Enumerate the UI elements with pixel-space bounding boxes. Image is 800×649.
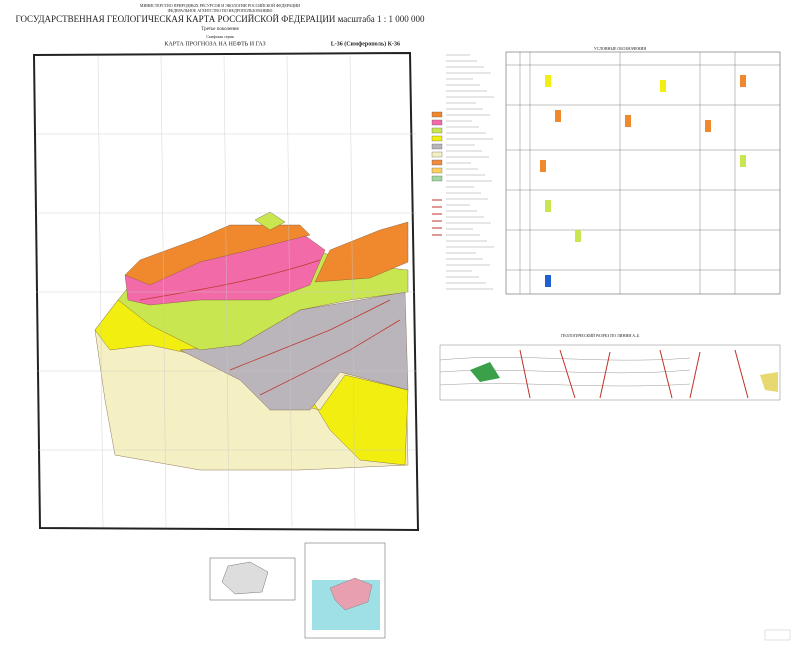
inset-area <box>221 561 269 595</box>
inset-land <box>329 577 373 611</box>
legend-swatch <box>431 119 443 126</box>
table-cell-color <box>740 75 746 87</box>
legend-swatch <box>431 159 443 166</box>
section-body <box>470 362 500 382</box>
fault <box>229 299 391 371</box>
table-cell-color <box>625 115 631 127</box>
table-frame <box>505 51 781 295</box>
meridian <box>286 55 293 528</box>
unit-orange-west <box>124 224 311 286</box>
table-cell-color <box>575 230 581 242</box>
sheet-title: ГОСУДАРСТВЕННАЯ ГЕОЛОГИЧЕСКАЯ КАРТА РОСС… <box>15 14 425 24</box>
stamp <box>764 629 791 641</box>
geology <box>94 211 409 471</box>
table-cell-color <box>660 80 666 92</box>
legend-swatch <box>431 175 443 182</box>
agency: ФЕДЕРАЛЬНОЕ АГЕНТСТВО ПО НЕДРОПОЛЬЗОВАНИ… <box>168 8 273 13</box>
section-title: ГЕОЛОГИЧЕСКИЙ РАЗРЕЗ ПО ЛИНИИ А–Б <box>561 333 641 338</box>
section-horizon <box>439 383 691 387</box>
meridian <box>223 55 230 528</box>
table-cell-color <box>545 275 551 287</box>
table-cell-color <box>540 160 546 172</box>
table-title: УСЛОВНЫЕ ОБОЗНАЧЕНИЯ <box>594 46 647 51</box>
meridian <box>160 55 167 528</box>
legend-swatch <box>431 151 443 158</box>
sheet-number: L-36 (Симферополь) К-36 <box>331 40 400 47</box>
meridian <box>97 55 104 528</box>
section <box>439 344 781 401</box>
fault <box>259 319 401 396</box>
section-horizon <box>439 369 691 374</box>
map-title: КАРТА ПРОГНОЗА НА НЕФТЬ И ГАЗ <box>164 41 265 47</box>
table-cell-color <box>555 110 561 122</box>
legend-swatch <box>431 127 443 134</box>
table-cell-color <box>545 75 551 87</box>
legend-swatch <box>431 135 443 142</box>
unit-green-north <box>254 211 286 231</box>
generation: Третье поколение <box>201 27 239 32</box>
ministry: МИНИСТЕРСТВО ПРИРОДНЫХ РЕСУРСОВ И ЭКОЛОГ… <box>140 3 300 8</box>
fault <box>139 259 321 301</box>
legend-swatch <box>431 111 443 118</box>
section-horizon <box>439 357 691 361</box>
legend <box>431 54 494 290</box>
series: Скифская серия <box>206 34 233 39</box>
section-faults <box>519 349 749 399</box>
meridian <box>349 55 356 528</box>
faults <box>139 259 401 396</box>
section-body <box>760 372 778 392</box>
graticule <box>36 55 416 528</box>
strat-table <box>506 52 780 294</box>
legend-swatch <box>431 143 443 150</box>
table-cell-color <box>705 120 711 132</box>
table-cell-color <box>545 200 551 212</box>
unit-orange-east <box>314 221 409 283</box>
legend-swatch <box>431 167 443 174</box>
table-cell-color <box>740 155 746 167</box>
